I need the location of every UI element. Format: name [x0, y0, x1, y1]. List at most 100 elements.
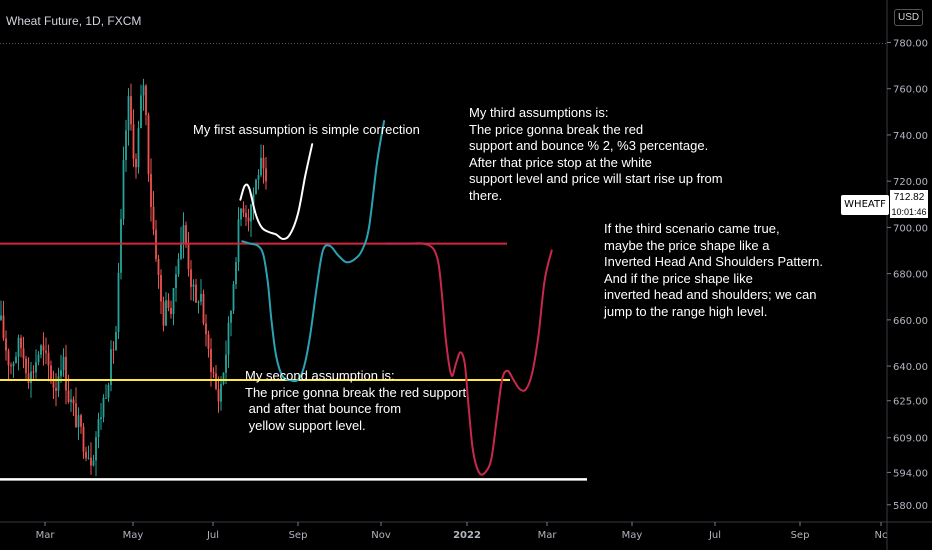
- candle-body: [220, 383, 222, 402]
- scenario-path: [241, 120, 386, 383]
- candle-body: [265, 168, 267, 182]
- candle-body: [80, 415, 82, 427]
- candle-body: [10, 365, 12, 367]
- candle-body: [235, 262, 237, 285]
- candle-body: [215, 373, 217, 390]
- candle-body: [77, 415, 80, 428]
- annotation-second-assumption[interactable]: My second assumption is: The price gonna…: [245, 368, 467, 433]
- candle-body: [127, 96, 130, 131]
- candle-body: [82, 426, 85, 452]
- candle-body: [172, 288, 175, 315]
- candle-body: [107, 385, 110, 398]
- candle-body: [120, 219, 122, 273]
- candle-body: [142, 85, 145, 96]
- candle-body: [145, 85, 147, 116]
- candle-body: [85, 451, 87, 459]
- candle-body: [135, 158, 137, 168]
- scenario-paths: [239, 120, 553, 476]
- candle-body: [27, 373, 30, 384]
- candle-body: [252, 193, 255, 205]
- candle-body: [257, 175, 260, 180]
- candle-body: [17, 337, 20, 357]
- annotation-inverted-head-shoulders[interactable]: If the third scenario came true, maybe t…: [604, 221, 823, 319]
- candle-body: [202, 293, 205, 324]
- y-tick-label: 594.00: [893, 468, 928, 479]
- candle-body: [110, 349, 112, 386]
- candle-body: [200, 293, 202, 302]
- candle-body: [65, 356, 67, 391]
- candle-body: [160, 275, 162, 302]
- candle-body: [67, 390, 70, 402]
- candle-body: [117, 272, 120, 332]
- x-tick-label: Sep: [289, 530, 308, 541]
- candle-body: [237, 219, 240, 263]
- time-axis: Mar May Jul Sep Nov 2022 Mar May Jul Sep Nc: [0, 521, 932, 541]
- candle-body: [130, 96, 132, 125]
- candle-body: [185, 225, 187, 244]
- y-tick-label: 625.00: [893, 397, 928, 408]
- candle-body: [132, 124, 135, 159]
- candlestick-series: [0, 78, 267, 477]
- x-tick-label: Nov: [371, 530, 391, 541]
- candle-body: [260, 157, 262, 176]
- candle-body: [40, 345, 42, 355]
- x-tick-label: Mar: [36, 530, 56, 541]
- y-tick-label: 680.00: [893, 270, 928, 281]
- candle-body: [227, 322, 230, 355]
- y-tick-label: 760.00: [893, 85, 928, 96]
- candle-body: [195, 284, 197, 303]
- annotation-third-assumption[interactable]: My third assumptions is: The price gonna…: [469, 105, 723, 203]
- candle-body: [47, 352, 50, 366]
- bar-countdown-label: 10:01:46: [890, 206, 928, 218]
- candle-body: [105, 397, 107, 399]
- y-tick-label: 780.00: [893, 38, 928, 49]
- candle-body: [140, 95, 142, 129]
- y-tick-label: 609.00: [893, 434, 928, 445]
- candle-body: [240, 208, 242, 220]
- candle-body: [222, 372, 225, 384]
- candle-body: [52, 381, 55, 388]
- candle-body: [62, 356, 65, 371]
- y-tick-label: 640.00: [893, 362, 928, 373]
- candle-body: [102, 397, 105, 418]
- x-tick-label: Nc: [875, 530, 888, 541]
- candle-body: [122, 159, 125, 220]
- candle-body: [15, 356, 17, 364]
- candle-body: [177, 258, 180, 275]
- candle-body: [192, 284, 195, 287]
- candle-body: [2, 315, 5, 339]
- x-tick-label: May: [622, 530, 643, 541]
- candle-body: [35, 362, 37, 373]
- x-tick-label: Sep: [791, 530, 810, 541]
- candle-body: [60, 370, 62, 377]
- candle-body: [70, 399, 72, 402]
- candle-body: [245, 212, 247, 218]
- x-tick-label: Jul: [708, 530, 721, 541]
- candle-body: [100, 417, 102, 420]
- candle-body: [225, 354, 227, 373]
- candle-body: [137, 128, 140, 168]
- currency-button[interactable]: USD: [894, 9, 924, 26]
- last-price-label: 712.82: [890, 190, 928, 206]
- candle-body: [30, 371, 32, 384]
- candle-body: [165, 300, 167, 326]
- symbol-title[interactable]: Wheat Future, 1D, FXCM: [6, 14, 142, 28]
- y-tick-label: 660.00: [893, 316, 928, 327]
- candle-body: [262, 157, 265, 169]
- candle-body: [242, 208, 245, 213]
- candle-body: [182, 225, 185, 243]
- candle-body: [57, 376, 60, 391]
- x-tick-label: 2022: [453, 530, 481, 541]
- annotation-first-assumption[interactable]: My first assumption is simple correction: [193, 122, 420, 137]
- y-tick-label: 740.00: [893, 131, 928, 142]
- candle-body: [7, 350, 10, 366]
- candle-body: [250, 204, 252, 222]
- candle-body: [150, 174, 152, 207]
- candle-body: [180, 242, 182, 259]
- candle-body: [125, 130, 127, 160]
- candle-body: [75, 403, 77, 428]
- candle-body: [72, 399, 75, 404]
- candle-body: [255, 179, 257, 194]
- candle-body: [20, 337, 22, 349]
